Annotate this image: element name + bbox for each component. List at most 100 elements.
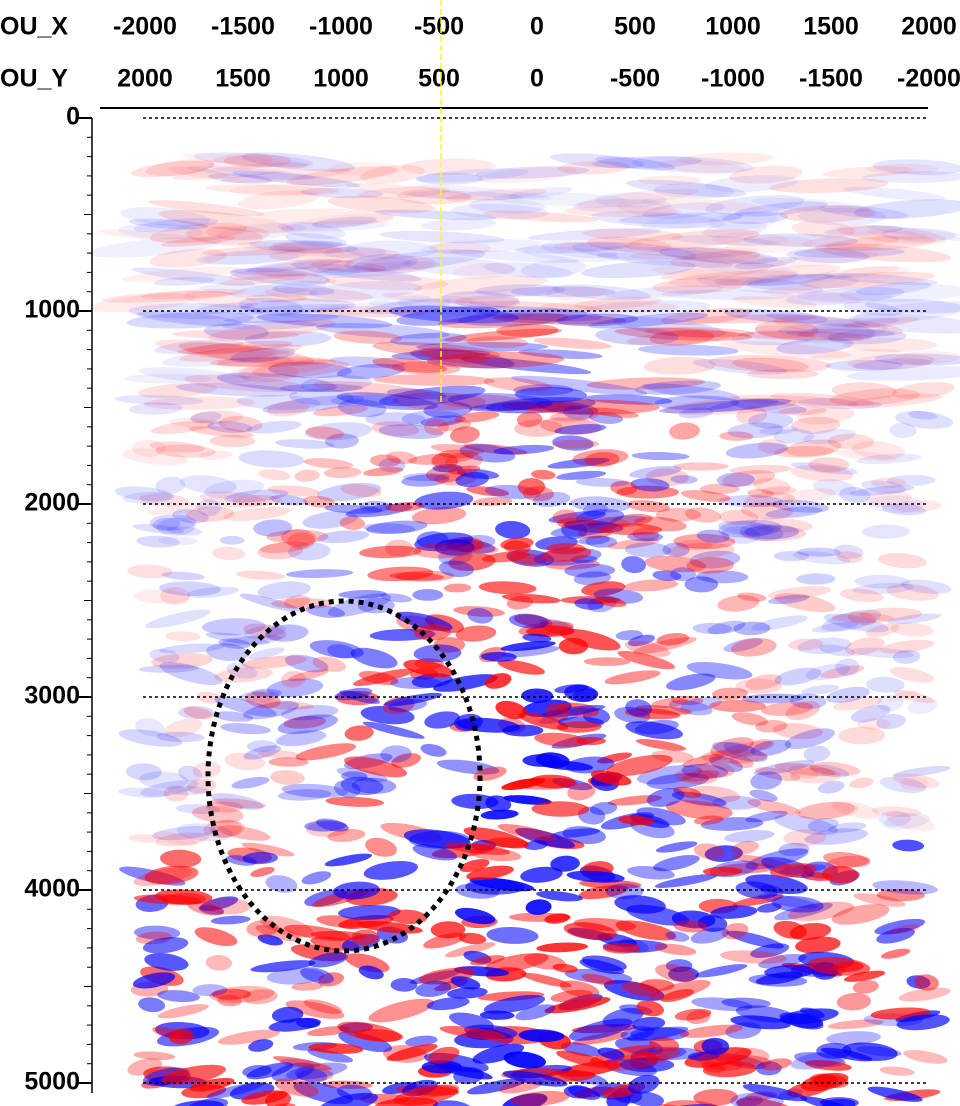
header-value: -500 <box>610 65 660 93</box>
seismic-event <box>595 326 679 346</box>
seismic-event <box>133 217 218 233</box>
seismic-event <box>421 1060 463 1074</box>
seismic-event <box>186 586 239 599</box>
seismic-event <box>294 469 320 482</box>
seismic-event <box>510 375 648 396</box>
seismic-event <box>670 695 704 706</box>
seismic-event <box>149 248 227 268</box>
seismic-event <box>804 1060 852 1071</box>
seismic-event <box>803 429 856 444</box>
seismic-event <box>235 304 350 315</box>
seismic-event <box>797 331 864 342</box>
seismic-event <box>317 972 344 987</box>
seismic-event <box>661 289 795 300</box>
seismic-event <box>681 770 720 782</box>
seismic-event <box>90 293 196 313</box>
seismic-event <box>734 256 798 270</box>
seismic-event <box>823 272 938 285</box>
seismic-event <box>416 172 484 185</box>
seismic-event <box>763 288 862 304</box>
seismic-event <box>250 960 316 973</box>
seismic-event <box>264 287 374 302</box>
seismic-event <box>719 431 754 441</box>
seismic-event <box>847 611 877 626</box>
seismic-event <box>213 711 254 722</box>
seismic-event <box>368 295 432 307</box>
seismic-event <box>455 295 521 309</box>
seismic-event <box>310 930 368 940</box>
seismic-event <box>133 1051 176 1060</box>
seismic-event <box>760 1058 792 1071</box>
seismic-event <box>189 1077 235 1092</box>
seismic-event <box>450 203 549 220</box>
seismic-event <box>879 639 935 654</box>
seismic-event <box>556 721 602 733</box>
seismic-event <box>300 967 334 984</box>
seismic-event <box>892 839 925 852</box>
seismic-event <box>906 975 931 989</box>
seismic-event <box>157 990 200 1003</box>
seismic-event <box>459 356 592 375</box>
seismic-event <box>693 843 726 860</box>
seismic-event <box>602 1052 669 1071</box>
seismic-event <box>285 233 348 247</box>
seismic-event <box>735 1005 795 1023</box>
seismic-event <box>886 474 936 486</box>
seismic-event <box>363 523 416 534</box>
seismic-event <box>574 296 662 310</box>
seismic-event <box>627 1091 665 1106</box>
seismic-event <box>539 417 602 435</box>
seismic-event <box>861 171 960 184</box>
seismic-event <box>151 653 213 669</box>
seismic-event <box>770 392 874 407</box>
seismic-event <box>189 411 222 424</box>
seismic-event <box>363 860 418 880</box>
seismic-event <box>243 745 282 760</box>
seismic-event <box>148 200 265 217</box>
seismic-event <box>798 207 887 226</box>
seismic-event <box>257 750 300 759</box>
seismic-event <box>784 728 835 749</box>
seismic-event <box>564 563 616 578</box>
seismic-event <box>198 450 233 461</box>
seismic-event <box>673 920 708 933</box>
seismic-event <box>362 721 425 739</box>
seismic-event <box>358 186 450 199</box>
seismic-event <box>890 622 934 637</box>
seismic-event <box>648 1037 680 1052</box>
seismic-event <box>535 400 599 415</box>
seismic-event <box>812 479 856 496</box>
seismic-event <box>450 249 580 263</box>
seismic-event <box>889 422 917 439</box>
seismic-event <box>881 503 927 516</box>
seismic-event <box>637 344 739 356</box>
seismic-event <box>506 595 534 610</box>
seismic-event <box>673 786 702 799</box>
seismic-event <box>641 212 743 230</box>
seismic-event <box>670 475 698 484</box>
seismic-event <box>192 761 222 779</box>
seismic-event <box>401 158 496 176</box>
seismic-event <box>237 190 320 210</box>
seismic-event <box>201 246 306 257</box>
seismic-event <box>852 300 960 324</box>
seismic-event <box>271 1006 304 1023</box>
seismic-event <box>842 317 919 329</box>
seismic-event <box>160 236 236 247</box>
seismic-event <box>645 1048 681 1062</box>
seismic-event <box>190 410 244 424</box>
seismic-event <box>719 509 759 526</box>
seismic-event <box>550 855 580 872</box>
seismic-event <box>693 815 724 825</box>
seismic-event <box>447 392 553 411</box>
seismic-event <box>497 659 545 675</box>
highlight-ellipse <box>205 598 483 954</box>
seismic-event <box>730 1015 791 1030</box>
seismic-event <box>432 287 561 302</box>
seismic-event <box>469 877 535 892</box>
seismic-event <box>266 678 324 697</box>
seismic-event <box>797 398 882 410</box>
seismic-event <box>552 963 578 973</box>
seismic-event <box>337 399 387 418</box>
seismic-event <box>241 1090 288 1105</box>
